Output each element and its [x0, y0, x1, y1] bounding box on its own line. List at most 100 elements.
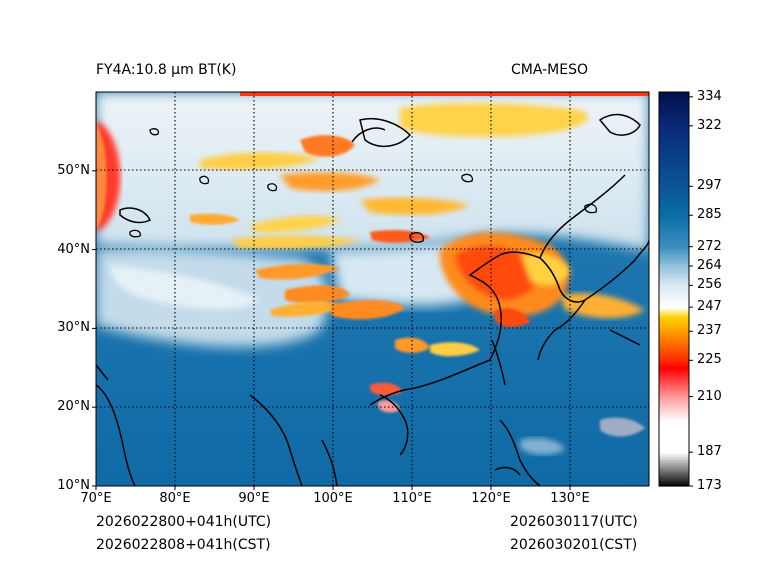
colorbar-band	[659, 440, 689, 444]
colorbar-band	[659, 382, 689, 386]
colorbar-band	[659, 215, 689, 219]
colorbar-band	[659, 261, 689, 265]
colorbar-band	[659, 169, 689, 173]
colorbar-band	[659, 442, 689, 446]
colorbar-band	[659, 280, 689, 284]
colorbar-band	[659, 302, 689, 306]
colorbar-band	[659, 444, 689, 448]
colorbar-band	[659, 270, 689, 274]
colorbar-band	[659, 297, 689, 301]
colorbar-band	[659, 398, 689, 402]
valid-time-cst: 2026030201(CST)	[510, 537, 638, 553]
colorbar-band	[659, 125, 689, 129]
colorbar-band	[659, 290, 689, 294]
colorbar-tick-label: 187	[697, 444, 722, 460]
colorbar-band	[659, 217, 689, 221]
lat-tick-label: 10°N	[57, 478, 90, 493]
colorbar-band	[659, 411, 689, 415]
colorbar-band	[659, 379, 689, 383]
colorbar-band	[659, 104, 689, 108]
plot-frame	[95, 91, 650, 487]
colorbar-band	[659, 128, 689, 132]
colorbar-band	[659, 362, 689, 366]
colorbar-band	[659, 299, 689, 303]
colorbar-band	[659, 319, 689, 323]
colorbar-tick-label: 225	[697, 352, 722, 368]
colorbar-band	[659, 99, 689, 103]
colorbar-band	[659, 186, 689, 190]
lat-tick-label: 50°N	[57, 162, 90, 178]
colorbar-band	[659, 311, 689, 315]
lon-tick-label: 100°E	[313, 491, 353, 506]
colorbar-band	[659, 287, 689, 291]
colorbar-band	[659, 481, 689, 485]
colorbar-band	[659, 118, 689, 122]
colorbar-band	[659, 461, 689, 465]
colorbar-band	[659, 142, 689, 146]
colorbar-band	[659, 466, 689, 470]
colorbar-band	[659, 285, 689, 289]
lat-tick-label: 40°N	[57, 241, 90, 257]
colorbar-band	[659, 147, 689, 151]
colorbar-band	[659, 171, 689, 175]
colorbar-band	[659, 234, 689, 238]
colorbar-band	[659, 427, 689, 432]
colorbar-band	[659, 316, 689, 320]
colorbar-tick-label: 247	[697, 299, 722, 315]
colorbar-band	[659, 396, 689, 400]
colorbar-band	[659, 268, 689, 272]
colorbar-band	[659, 195, 689, 199]
colorbar-band	[659, 266, 689, 270]
product-title: FY4A:10.8 μm BT(K)	[96, 62, 237, 78]
graticule	[96, 92, 649, 486]
colorbar-tick-label: 285	[697, 207, 722, 223]
colorbar-band	[659, 384, 689, 388]
init-time-utc: 2026022800+041h(UTC)	[96, 514, 272, 530]
valid-time-utc: 2026030117(UTC)	[510, 514, 638, 530]
colorbar-band	[659, 423, 689, 427]
colorbar-frame	[658, 91, 690, 487]
colorbar-band	[659, 401, 689, 405]
colorbar-band	[659, 253, 689, 257]
colorbar-band	[659, 304, 689, 308]
colorbar-band	[659, 222, 689, 226]
colorbar-band	[659, 224, 689, 228]
colorbar-band	[659, 205, 689, 209]
colorbar-band	[659, 307, 689, 311]
colorbar-band	[659, 338, 689, 342]
colorbar-band	[659, 183, 689, 187]
colorbar-band	[659, 130, 689, 134]
colorbar-band	[659, 152, 689, 156]
colorbar-band	[659, 369, 689, 373]
colorbar-band	[659, 459, 689, 463]
colorbar-band	[659, 249, 689, 253]
colorbar-band	[659, 350, 689, 354]
colorbar-band	[659, 162, 689, 166]
colorbar-band	[659, 386, 689, 390]
colorbar-tick-label: 210	[697, 388, 722, 404]
lake-outlines	[129, 128, 598, 243]
colorbar-band	[659, 193, 689, 197]
colorbar-band	[659, 133, 689, 137]
colorbar-band	[659, 251, 689, 255]
colorbar-band	[659, 473, 689, 477]
colorbar-band	[659, 478, 689, 482]
axis-ticks	[92, 170, 571, 490]
colorbar-band	[659, 357, 689, 361]
colorbar-band	[659, 447, 689, 451]
colorbar-band	[659, 101, 689, 105]
colorbar-band	[659, 365, 689, 369]
colorbar-band	[659, 345, 689, 349]
colorbar-band	[659, 227, 689, 231]
colorbar-band	[659, 106, 689, 110]
colorbar-band	[659, 309, 689, 313]
colorbar-band	[659, 331, 689, 335]
colorbar-tick-label: 272	[697, 238, 722, 254]
colorbar-band	[659, 394, 689, 398]
colorbar-band	[659, 111, 689, 115]
colorbar-tick-label: 334	[697, 88, 722, 104]
colorbar-band	[659, 94, 689, 98]
colorbar-band	[659, 360, 689, 364]
colorbar-band	[659, 406, 689, 410]
colorbar-band	[659, 333, 689, 337]
